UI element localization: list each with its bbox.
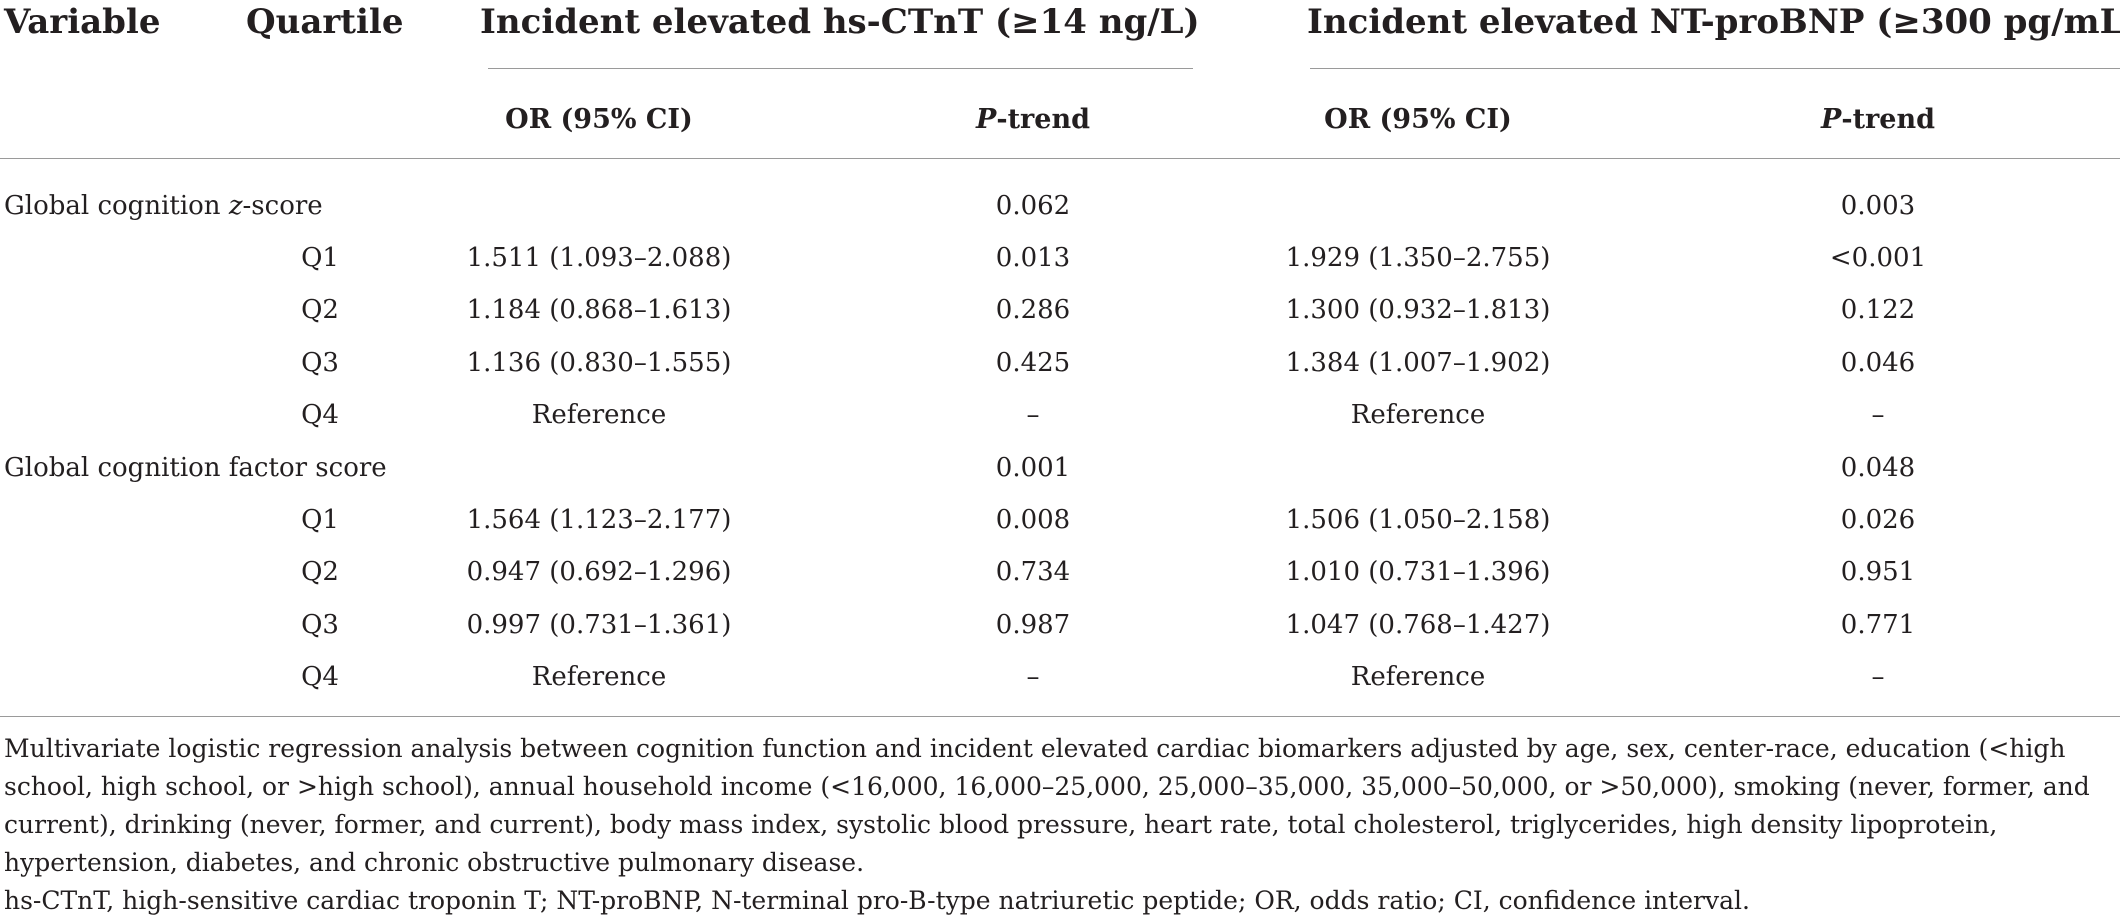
footnote-abbreviations: hs-CTnT, high-sensitive cardiac troponin… — [4, 886, 1750, 915]
table-row-p-hs-ctnt: – — [1026, 400, 1040, 430]
table-row-p-hs-ctnt: – — [1026, 662, 1040, 692]
table-row-quartile: Q2 — [301, 557, 339, 587]
column-header-variable: Variable — [4, 2, 161, 42]
table-row-or-nt-probnp: 1.047 (0.768–1.427) — [1285, 610, 1551, 640]
table-row-p-nt-probnp: 0.122 — [1840, 295, 1916, 325]
subheader-or-nt-probnp: OR (95% CI) — [1324, 104, 1512, 135]
table-row-p-nt-probnp: <0.001 — [1829, 243, 1927, 273]
table-row-p-nt-probnp: – — [1871, 662, 1885, 692]
table-row-or-nt-probnp: 1.010 (0.731–1.396) — [1285, 557, 1551, 587]
p-trend-suffix: -trend — [996, 104, 1090, 135]
table-row-p-hs-ctnt: 0.013 — [995, 243, 1071, 273]
section-label-suffix: -score — [242, 191, 323, 221]
group-rule-hs-ctnt — [488, 68, 1193, 69]
column-header-quartile: Quartile — [246, 2, 404, 42]
column-group-hs-ctnt: Incident elevated hs-CTnT (≥14 ng/L) — [480, 2, 1200, 42]
table-row-or-nt-probnp: 1.506 (1.050–2.158) — [1285, 505, 1551, 535]
section-p-trend-hs-ctnt: 0.062 — [995, 191, 1071, 221]
table-row-or-nt-probnp: 1.929 (1.350–2.755) — [1285, 243, 1551, 273]
footnote-adjustment: Multivariate logistic regression analysi… — [4, 734, 2090, 877]
subheader-p-trend-hs-ctnt: P-trend — [893, 104, 1173, 135]
p-letter: P — [1821, 104, 1842, 135]
table-row-or-hs-ctnt: Reference — [531, 662, 667, 692]
table-row-or-nt-probnp: Reference — [1350, 400, 1486, 430]
table-row-quartile: Q2 — [301, 295, 339, 325]
p-trend-suffix: -trend — [1841, 104, 1935, 135]
header-rule — [0, 158, 2120, 159]
table-row-p-nt-probnp: – — [1871, 400, 1885, 430]
table-row-p-nt-probnp: 0.771 — [1840, 610, 1916, 640]
table-row-quartile: Q3 — [301, 348, 339, 378]
table-row-p-hs-ctnt: 0.734 — [995, 557, 1071, 587]
table-row-or-hs-ctnt: 1.511 (1.093–2.088) — [466, 243, 732, 273]
table-row-or-nt-probnp: 1.384 (1.007–1.902) — [1285, 348, 1551, 378]
table-row-or-hs-ctnt: Reference — [531, 400, 667, 430]
section-label-italic: z — [228, 191, 243, 221]
column-group-nt-probnp: Incident elevated NT-proBNP (≥300 pg/mL) — [1307, 2, 2120, 42]
table-row-p-hs-ctnt: 0.425 — [995, 348, 1071, 378]
table-row-or-hs-ctnt: 1.564 (1.123–2.177) — [466, 505, 732, 535]
subheader-p-trend-nt-probnp: P-trend — [1738, 104, 2018, 135]
table-row-or-hs-ctnt: 1.136 (0.830–1.555) — [466, 348, 732, 378]
table-row-quartile: Q1 — [301, 243, 339, 273]
section-p-trend-nt-probnp: 0.048 — [1840, 453, 1916, 483]
table-row-quartile: Q3 — [301, 610, 339, 640]
table-row-or-hs-ctnt: 1.184 (0.868–1.613) — [466, 295, 732, 325]
table-row-or-nt-probnp: 1.300 (0.932–1.813) — [1285, 295, 1551, 325]
table-row-quartile: Q4 — [301, 400, 339, 430]
section-label: Global cognition z-score — [4, 193, 323, 219]
table-row-p-hs-ctnt: 0.987 — [995, 610, 1071, 640]
table-row-p-hs-ctnt: 0.008 — [995, 505, 1071, 535]
group-rule-nt-probnp — [1310, 68, 2120, 69]
footer-rule — [0, 716, 2120, 717]
table-row-quartile: Q1 — [301, 505, 339, 535]
section-label-text: Global cognition — [4, 191, 229, 221]
table-row-or-hs-ctnt: 0.997 (0.731–1.361) — [466, 610, 732, 640]
table-row-p-nt-probnp: 0.026 — [1840, 505, 1916, 535]
table-row-p-nt-probnp: 0.951 — [1840, 557, 1916, 587]
table-row-or-hs-ctnt: 0.947 (0.692–1.296) — [466, 557, 732, 587]
section-label: Global cognition factor score — [4, 455, 387, 481]
subheader-or-hs-ctnt: OR (95% CI) — [505, 104, 693, 135]
p-letter: P — [976, 104, 997, 135]
table-row-quartile: Q4 — [301, 662, 339, 692]
table-row-p-hs-ctnt: 0.286 — [995, 295, 1071, 325]
table-footnotes: Multivariate logistic regression analysi… — [4, 730, 2116, 920]
section-p-trend-nt-probnp: 0.003 — [1840, 191, 1916, 221]
section-label-text: Global cognition factor score — [4, 453, 387, 483]
table-row-p-nt-probnp: 0.046 — [1840, 348, 1916, 378]
section-p-trend-hs-ctnt: 0.001 — [995, 453, 1071, 483]
table-row-or-nt-probnp: Reference — [1350, 662, 1486, 692]
